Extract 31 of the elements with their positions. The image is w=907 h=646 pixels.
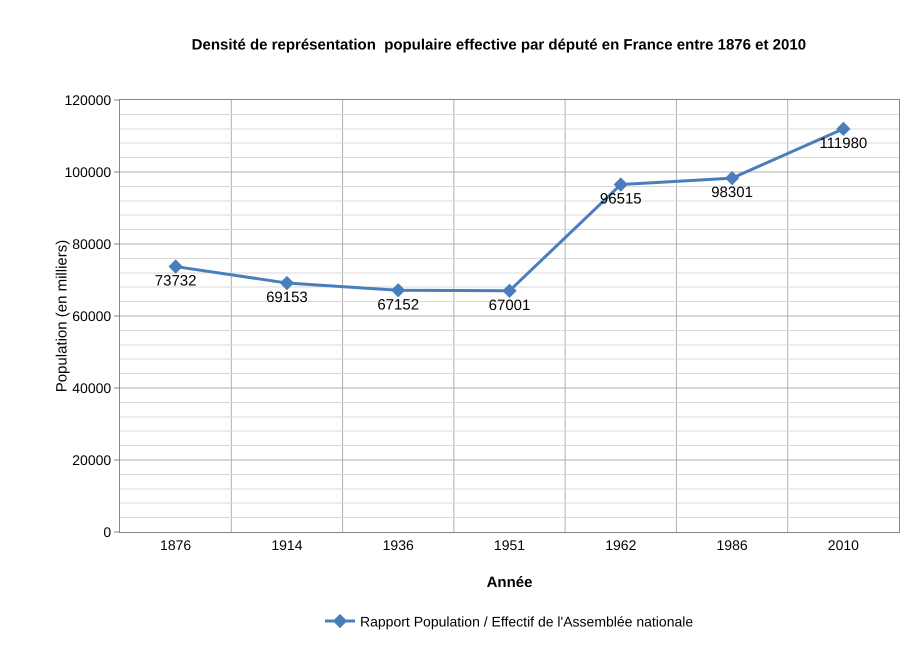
y-tick-label: 0	[103, 524, 112, 540]
y-tick-label: 40000	[72, 380, 112, 396]
chart-title: Densité de représentation populaire effective par député en France entre 1876 et 2010	[192, 36, 806, 54]
x-tick-label: 1962	[605, 536, 637, 553]
y-axis-title: Population (en milliers)	[53, 240, 70, 392]
point	[280, 276, 294, 290]
data-label: 98301	[711, 184, 753, 202]
point	[614, 177, 628, 192]
data-label: 73732	[154, 272, 196, 290]
y-tick-label: 60000	[72, 308, 112, 324]
point	[724, 170, 740, 186]
data-label: 69153	[266, 289, 308, 306]
y-tick-label: 20000	[72, 452, 112, 468]
y-tick-label: 120000	[64, 92, 112, 108]
point	[836, 122, 851, 136]
x-axis-title: Année	[486, 574, 532, 591]
legend-label: Rapport Population / Effectif de l'Assemblée nationale	[360, 614, 694, 630]
point	[502, 284, 517, 298]
x-tick-label: 2010	[828, 536, 860, 553]
x-tick-label: 1936	[382, 536, 414, 553]
y-tick-label: 80000	[72, 236, 112, 252]
data-label: 67152	[377, 296, 420, 314]
x-tick-label: 1986	[716, 536, 748, 553]
point	[391, 283, 406, 298]
y-tick-label: 100000	[64, 164, 112, 180]
point	[168, 259, 183, 274]
data-label: 67001	[488, 296, 530, 314]
x-tick-label: 1876	[160, 536, 192, 553]
data-label: 111980	[819, 134, 868, 152]
x-tick-label: 1914	[271, 536, 303, 553]
x-tick-label: 1951	[494, 536, 526, 553]
